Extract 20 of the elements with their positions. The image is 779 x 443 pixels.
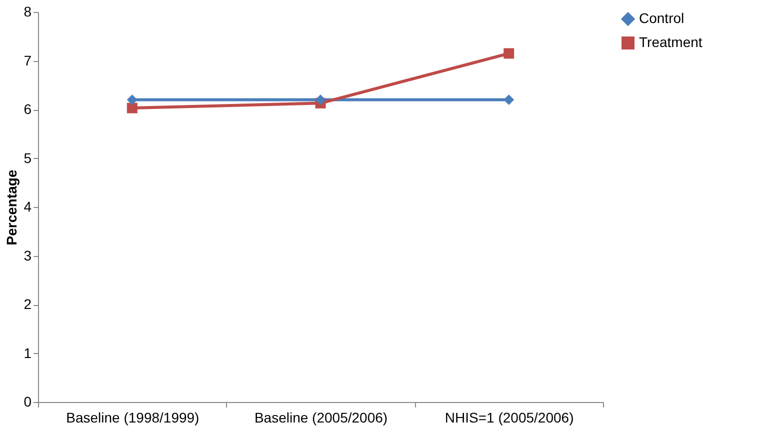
- y-tick-label: 1: [24, 344, 32, 361]
- point: [504, 48, 514, 59]
- x-tick-label: Baseline (2005/2006): [254, 410, 388, 426]
- y-tick-label: 7: [24, 52, 32, 68]
- point: [126, 102, 138, 114]
- y-axis-title: Percentage: [4, 170, 20, 246]
- x-tick-label: Baseline (1998/1999): [66, 410, 200, 426]
- x-tick-label: NHIS=1 (2005/2006): [444, 410, 574, 426]
- point: [126, 94, 138, 105]
- point: [504, 94, 514, 105]
- y-tick-label: 8: [24, 4, 32, 20]
- y-tick-label: 6: [24, 101, 32, 117]
- y-tick-label: 3: [24, 247, 32, 264]
- y-tick-label: 4: [24, 198, 32, 214]
- y-tick-label: 5: [24, 150, 32, 166]
- legend-label: Control: [639, 10, 684, 26]
- legend-label: Treatment: [639, 34, 702, 50]
- point: [315, 94, 326, 105]
- y-tick-label: 0: [24, 394, 32, 410]
- y-tick-label: 2: [24, 296, 32, 312]
